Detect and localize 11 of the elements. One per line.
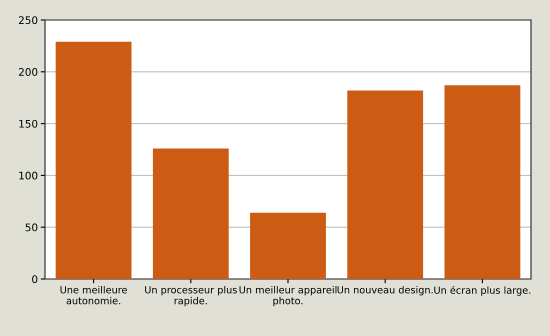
x-tick-label: Une meilleure autonomie. xyxy=(60,286,127,304)
x-tick-label: Un meilleur appareil photo. xyxy=(240,286,336,306)
x-tick-label: Un processeur plus rapide. xyxy=(145,286,237,306)
x-tick-label: Un écran plus large. xyxy=(434,286,530,296)
y-tick-label: 100 xyxy=(19,172,38,180)
y-tick-label: 50 xyxy=(26,223,38,232)
y-tick-label: 200 xyxy=(18,68,38,76)
x-tick-label: Un nouveau design. xyxy=(338,286,433,296)
y-tick-label: 250 xyxy=(18,16,38,24)
y-tick-label: 150 xyxy=(19,120,38,128)
y-tick-label: 0 xyxy=(32,275,38,284)
